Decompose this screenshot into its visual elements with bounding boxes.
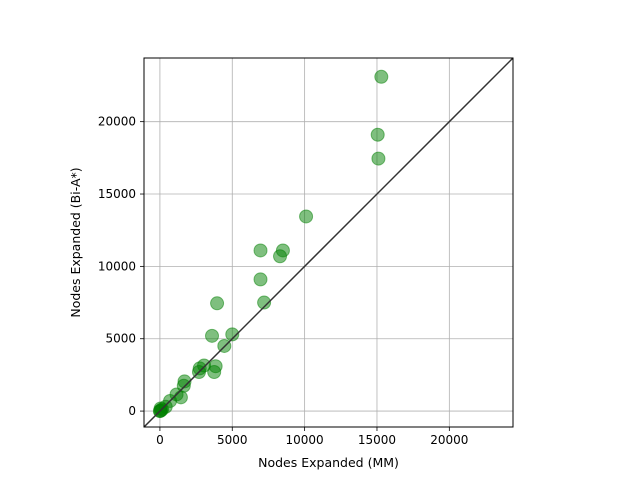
data-point	[207, 365, 222, 380]
x-tick-label: 15000	[358, 433, 396, 447]
data-point	[273, 249, 288, 264]
data-point	[374, 69, 389, 84]
y-tick-label: 10000	[98, 259, 136, 273]
data-point	[253, 272, 268, 287]
data-point	[370, 127, 385, 142]
x-tick-label: 10000	[286, 433, 324, 447]
data-point	[299, 209, 314, 224]
x-tick-label: 0	[156, 433, 164, 447]
data-point	[257, 295, 272, 310]
data-point	[371, 151, 386, 166]
y-tick-label: 0	[128, 404, 136, 418]
data-point	[192, 361, 207, 376]
data-point	[205, 328, 220, 343]
data-point	[253, 243, 268, 258]
y-tick-label: 15000	[98, 187, 136, 201]
data-point	[225, 327, 240, 342]
y-tick-label: 20000	[98, 115, 136, 129]
data-point	[210, 296, 225, 311]
y-tick-label: 5000	[105, 332, 136, 346]
plot-frame	[143, 57, 514, 428]
x-tick-label: 5000	[217, 433, 248, 447]
x-axis-label: Nodes Expanded (MM)	[258, 455, 399, 470]
reference-line	[143, 57, 514, 428]
y-axis-label: Nodes Expanded (Bi-A*)	[68, 167, 83, 317]
x-tick-label: 20000	[430, 433, 468, 447]
